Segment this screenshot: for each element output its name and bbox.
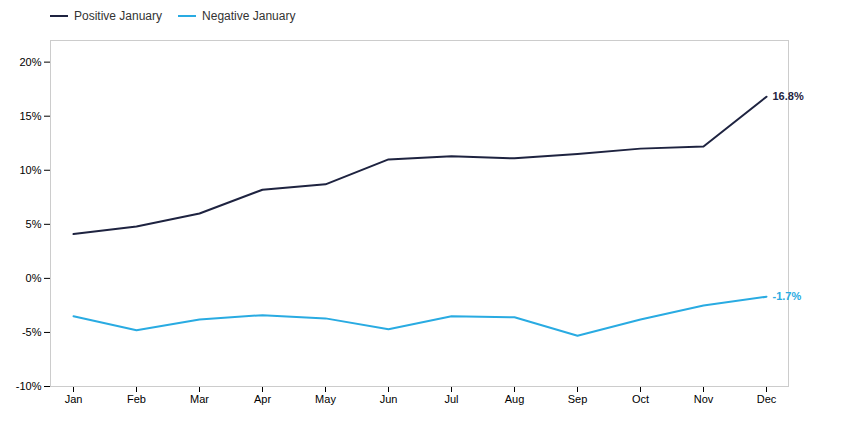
- svg-text:Oct: Oct: [632, 393, 649, 405]
- html-text:Positive January: Positive January: [74, 9, 162, 23]
- svg-text:-5%: -5%: [22, 326, 42, 338]
- svg-text:Jan: Jan: [65, 393, 83, 405]
- svg-text:Jul: Jul: [444, 393, 458, 405]
- svg-text:Jun: Jun: [380, 393, 398, 405]
- svg-text:Feb: Feb: [127, 393, 146, 405]
- svg-text:May: May: [315, 393, 336, 405]
- svg-text:Mar: Mar: [190, 393, 209, 405]
- svg-text:-10%: -10%: [16, 380, 42, 392]
- svg-text:Apr: Apr: [254, 393, 271, 405]
- svg-text:Dec: Dec: [757, 393, 777, 405]
- html-text:Negative January: Negative January: [202, 9, 296, 23]
- svg-text:Aug: Aug: [505, 393, 525, 405]
- svg-text:20%: 20%: [19, 56, 41, 68]
- svg-text:5%: 5%: [26, 218, 42, 230]
- svg-text:Sep: Sep: [568, 393, 588, 405]
- svg-text:16.8%: 16.8%: [773, 90, 804, 102]
- svg-text:15%: 15%: [19, 110, 41, 122]
- svg-text:Nov: Nov: [694, 393, 714, 405]
- svg-text:-1.7%: -1.7%: [773, 290, 802, 302]
- svg-text:10%: 10%: [19, 164, 41, 176]
- svg-text:0%: 0%: [26, 272, 42, 284]
